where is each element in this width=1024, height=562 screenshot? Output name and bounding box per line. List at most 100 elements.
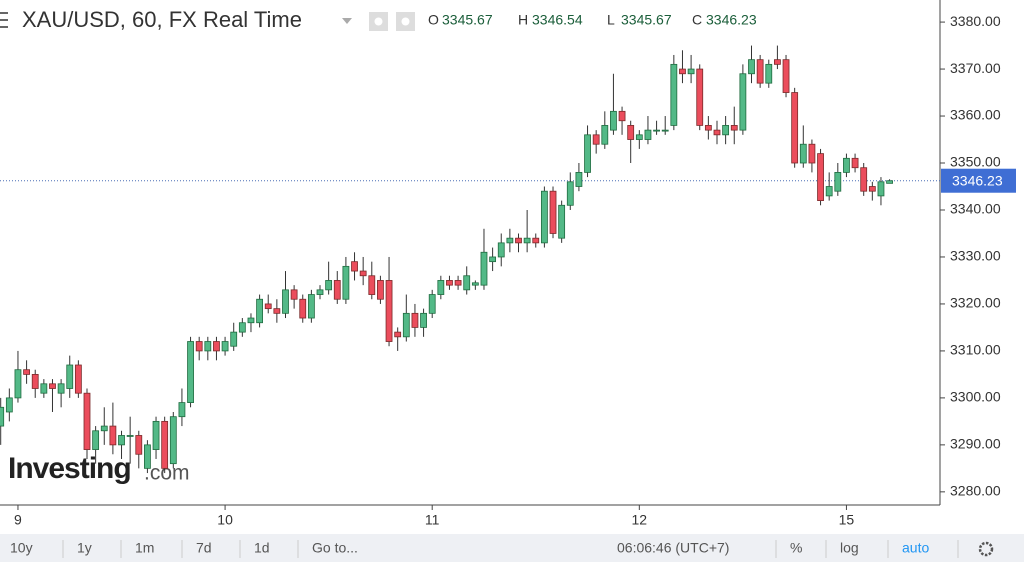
candle <box>860 163 868 196</box>
candle <box>670 54 678 131</box>
y-tick-label: 3300.00 <box>950 389 1001 405</box>
candle <box>14 350 22 403</box>
clock: 06:06:46 (UTC+7) <box>617 540 729 556</box>
candle <box>868 181 876 201</box>
candle <box>834 163 842 196</box>
scale-option[interactable]: % <box>790 540 802 556</box>
candle-body <box>506 237 514 244</box>
watermark-suffix: .com <box>144 462 190 485</box>
candle-body <box>385 280 393 342</box>
candle-body <box>679 68 686 75</box>
candle <box>411 303 419 337</box>
candle-body <box>868 186 876 192</box>
candle <box>57 379 65 408</box>
candle-body <box>825 186 833 197</box>
candle <box>152 416 160 459</box>
candle <box>428 289 436 319</box>
dropdown-arrow[interactable] <box>342 18 352 24</box>
candle-body <box>264 303 272 310</box>
range-button[interactable]: Go to... <box>312 540 358 556</box>
candle <box>506 228 514 253</box>
x-tick-label: 9 <box>14 512 22 528</box>
candle <box>454 275 462 290</box>
candle <box>877 177 885 206</box>
candle <box>515 233 522 253</box>
candle-body <box>843 157 850 173</box>
candle <box>40 379 48 398</box>
candle <box>351 252 358 281</box>
scale-option[interactable]: auto <box>902 540 929 556</box>
candle-body <box>877 181 885 197</box>
scale-option[interactable]: log <box>840 540 859 556</box>
candle <box>299 294 307 323</box>
candle-body <box>886 180 893 184</box>
candle-body <box>377 280 384 300</box>
candle <box>342 256 350 304</box>
range-button[interactable]: 10y <box>10 540 33 556</box>
candle-body <box>118 435 125 446</box>
header: XAU/USD, 60, FX Real Time <box>0 7 415 32</box>
candle <box>817 148 824 206</box>
candle <box>782 54 790 98</box>
ohlc-value: 3346.54 <box>532 12 583 28</box>
candle-body <box>100 425 108 432</box>
candle-body <box>817 153 824 201</box>
candle <box>238 318 246 337</box>
candle <box>195 336 203 361</box>
candle <box>687 54 695 84</box>
range-button[interactable]: 1m <box>135 540 154 556</box>
candle-body <box>5 397 13 413</box>
candle-body <box>66 364 74 389</box>
candle <box>307 289 315 323</box>
candle-body <box>187 341 194 403</box>
candle-body <box>282 289 289 314</box>
candle-body <box>0 406 5 427</box>
ohlc-value: 3346.23 <box>706 12 757 28</box>
candle-body <box>135 435 143 455</box>
candle-body <box>471 282 479 286</box>
menu-icon <box>0 19 8 21</box>
candle-body <box>540 190 548 244</box>
candle <box>549 186 557 239</box>
y-tick-label: 3370.00 <box>950 60 1001 76</box>
candle <box>618 106 626 135</box>
eye-icon-dot <box>374 17 383 26</box>
candle-body <box>489 256 497 263</box>
candle <box>748 45 755 84</box>
ohlc-label: O <box>428 12 439 28</box>
range-button[interactable]: 1y <box>77 540 92 556</box>
candle <box>377 275 384 304</box>
x-tick-label: 10 <box>217 512 233 528</box>
candle-body <box>696 68 704 126</box>
candle-body <box>169 416 177 465</box>
range-button[interactable]: 7d <box>196 540 212 556</box>
candle <box>765 59 773 88</box>
candle <box>161 416 169 474</box>
candle <box>774 45 781 70</box>
candle-body <box>774 59 781 65</box>
menu-icon <box>0 12 8 14</box>
candle <box>247 313 255 333</box>
candle <box>66 355 74 398</box>
candle <box>187 336 194 408</box>
candle <box>169 411 177 469</box>
candle <box>221 336 229 356</box>
candle <box>808 139 816 173</box>
candle <box>420 308 427 337</box>
candle-body <box>307 294 315 319</box>
watermark: Investing .com <box>8 452 190 485</box>
settings-gear[interactable] <box>978 541 994 557</box>
candle-body <box>446 280 453 286</box>
range-button[interactable]: 1d <box>254 540 270 556</box>
candle <box>610 73 617 135</box>
candle <box>109 402 117 455</box>
candle-body <box>704 125 712 131</box>
candle-body <box>368 275 376 295</box>
toolbar <box>0 534 1024 562</box>
candle <box>756 54 764 88</box>
candle-body <box>601 125 609 145</box>
candle-body <box>497 242 505 258</box>
candle <box>523 209 531 253</box>
candle <box>566 172 574 210</box>
candle-body <box>299 298 307 319</box>
